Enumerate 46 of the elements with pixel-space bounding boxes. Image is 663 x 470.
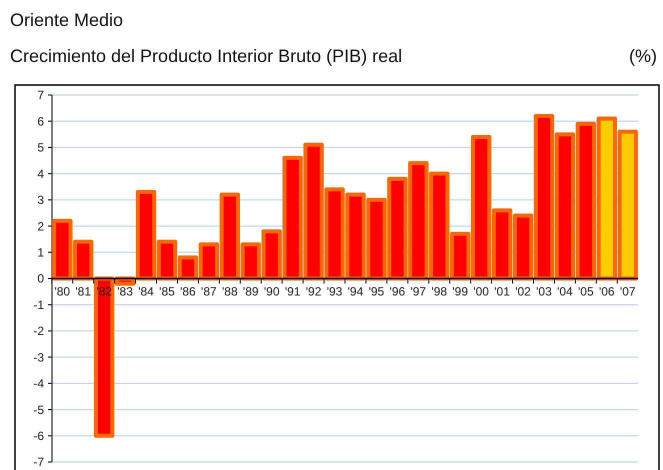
y-tick-label: 5 [37,140,44,155]
y-tick-label: -4 [33,376,44,391]
x-tick-label: '81 [75,284,92,298]
y-tick-label: -6 [33,428,44,443]
x-tick-label: '01 [494,284,510,298]
chart-title: Oriente Medio [10,10,124,30]
y-tick-label: 0 [37,272,44,286]
x-tick-label: '90 [264,284,280,298]
x-tick-label: '04 [557,284,574,298]
x-tick-label: '86 [180,284,196,298]
x-tick-label: '02 [515,284,532,298]
x-tick-label: '91 [284,284,301,298]
y-tick-label: -7 [33,455,44,470]
x-tick-label: '83 [117,284,134,298]
x-tick-label: '00 [473,284,490,298]
y-tick-label: -5 [33,402,44,417]
y-tick-label: -2 [33,324,44,338]
y-tick-label: 2 [37,219,44,234]
x-tick-label: '92 [306,284,322,298]
x-tick-label: '95 [368,284,385,298]
y-tick-label: 4 [37,166,44,181]
x-tick-label: '88 [222,284,238,298]
x-tick-label: '06 [598,284,615,298]
x-tick-label: '87 [201,284,218,298]
chart-subtitle: Crecimiento del Producto Interior Bruto (PIB) real [10,46,402,66]
x-tick-label: '93 [326,284,343,298]
x-tick-label: '03 [536,284,552,298]
y-tick-label: -3 [33,350,44,364]
x-tick-label: '94 [348,284,364,298]
y-tick-label: 7 [37,88,44,102]
x-tick-label: '85 [159,284,176,298]
x-tick-label: '89 [242,284,259,298]
y-tick-label: -1 [33,298,44,312]
y-tick-label: 3 [37,193,44,208]
x-tick-label: '05 [578,284,594,298]
x-tick-label: '82 [96,284,112,298]
x-tick-label: '96 [390,284,406,298]
x-tick-label: '80 [54,284,70,298]
y-axis-title: (%) [629,46,657,66]
y-tick-label: 1 [37,245,44,260]
x-tick-label: '99 [452,284,468,298]
x-tick-label: '97 [410,284,426,298]
x-tick-label: '84 [138,284,154,298]
x-tick-label: '07 [620,284,636,298]
x-tick-label: '98 [431,284,448,298]
y-tick-label: 6 [37,114,44,128]
